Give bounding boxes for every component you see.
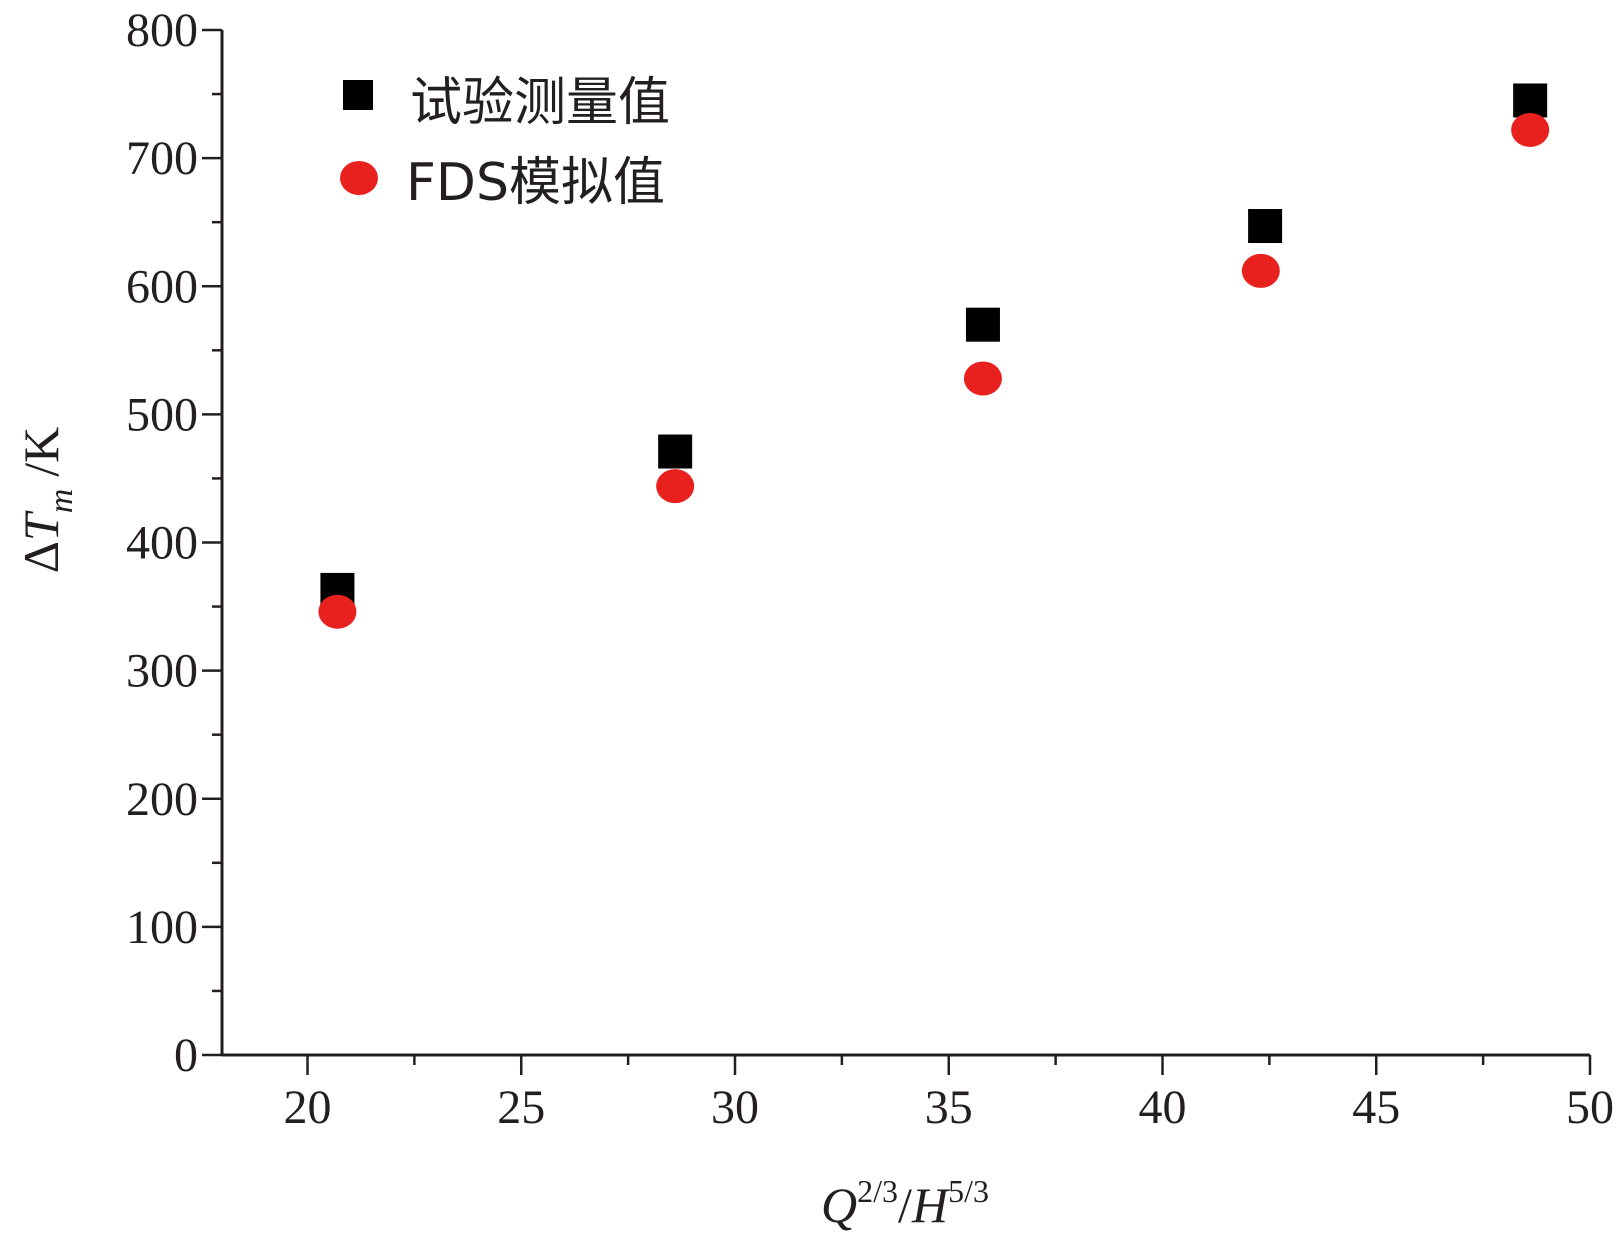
- x-title-q: Q: [821, 1177, 857, 1233]
- legend-marker-fds: [340, 161, 378, 195]
- fds-point: [318, 594, 357, 629]
- legend-label-measured: 试验测量值: [410, 73, 670, 133]
- x-tick-label: 20: [284, 1081, 332, 1134]
- y-axis-title: ΔTm/K: [13, 427, 80, 574]
- fds-point: [1511, 112, 1550, 147]
- x-ticks: 20 25 30 35 40 45 50: [284, 1055, 1614, 1134]
- measured-point: [1248, 209, 1283, 244]
- measured-point: [965, 307, 1000, 342]
- fds-point: [963, 361, 1002, 396]
- y-tick-label: 500: [126, 388, 198, 441]
- legend-label-fds: FDS模拟值: [406, 153, 665, 213]
- x-title-sup1: 2/3: [857, 1173, 898, 1209]
- x-axis-title: Q2/3/H5/3: [821, 1173, 989, 1233]
- measured-point: [1513, 83, 1548, 118]
- y-tick-label: 0: [174, 1029, 198, 1082]
- y-title-t: T: [13, 510, 69, 541]
- x-title-sup2: 5/3: [948, 1173, 989, 1209]
- x-tick-label: 25: [497, 1081, 545, 1134]
- y-tick-label: 300: [126, 645, 198, 698]
- y-tick-label: 800: [126, 4, 198, 57]
- fds-point: [656, 469, 695, 504]
- y-tick-label: 700: [126, 132, 198, 185]
- fds-point: [1241, 253, 1280, 288]
- y-tick-label: 400: [126, 517, 198, 570]
- x-title-h: H: [911, 1177, 951, 1233]
- y-ticks: 0 100 200 300 400 500 600 700 800: [126, 4, 222, 1082]
- measured-point: [658, 434, 693, 469]
- y-tick-label: 100: [126, 901, 198, 954]
- x-tick-label: 35: [925, 1081, 973, 1134]
- data-marks: [318, 83, 1550, 629]
- x-tick-label: 50: [1566, 1081, 1614, 1134]
- legend-marker-measured: [343, 80, 373, 110]
- y-title-sub: m: [43, 489, 80, 514]
- x-tick-label: 40: [1139, 1081, 1187, 1134]
- x-title-sep: /: [898, 1177, 912, 1233]
- y-title-unit: /K: [13, 427, 69, 477]
- x-tick-label: 45: [1352, 1081, 1400, 1134]
- y-tick-label: 600: [126, 260, 198, 313]
- legend: 试验测量值 FDS模拟值: [340, 73, 670, 213]
- x-tick-label: 30: [711, 1081, 759, 1134]
- y-title-delta: Δ: [13, 541, 69, 573]
- y-tick-label: 200: [126, 773, 198, 826]
